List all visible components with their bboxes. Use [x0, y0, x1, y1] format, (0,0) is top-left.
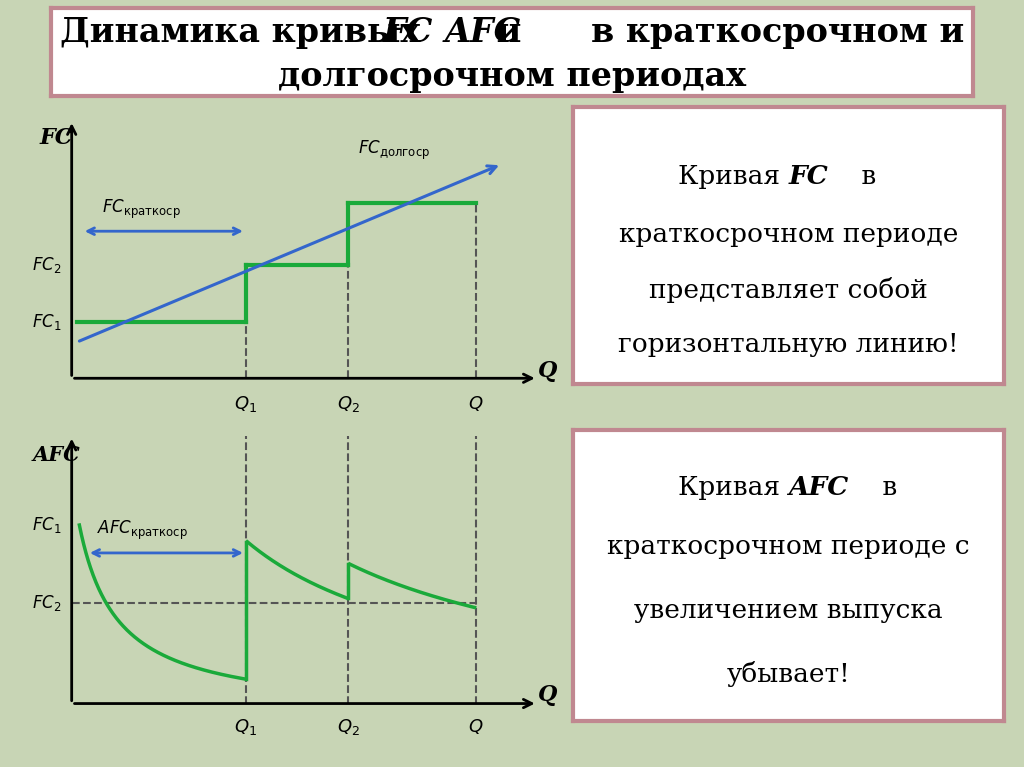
- Text: краткосрочном периоде: краткосрочном периоде: [618, 222, 958, 247]
- Text: FC: FC: [383, 16, 433, 49]
- Text: FC: FC: [788, 164, 828, 189]
- Text: $FC_{\rm долгоср}$: $FC_{\rm долгоср}$: [358, 138, 430, 162]
- Text: $Q_2$: $Q_2$: [337, 393, 359, 413]
- Text: $FC_1$: $FC_1$: [32, 311, 61, 331]
- Text: AFC: AFC: [33, 446, 80, 466]
- Text: $Q_1$: $Q_1$: [234, 393, 257, 413]
- Text: убывает!: убывает!: [727, 661, 850, 687]
- Text: горизонтальную линию!: горизонтальную линию!: [618, 332, 958, 357]
- Text: AFC: AFC: [444, 16, 520, 49]
- Text: в: в: [874, 476, 898, 500]
- Text: $Q_1$: $Q_1$: [234, 717, 257, 738]
- Text: Кривая: Кривая: [678, 164, 788, 189]
- Text: AFC: AFC: [788, 476, 849, 500]
- Text: увеличением выпуска: увеличением выпуска: [634, 597, 943, 623]
- Text: $FC_2$: $FC_2$: [32, 255, 61, 275]
- Text: долгосрочном периодах: долгосрочном периодах: [278, 60, 746, 93]
- Text: $AFC_{\rm краткоср}$: $AFC_{\rm краткоср}$: [97, 518, 188, 542]
- Text: $Q$: $Q$: [468, 717, 484, 736]
- Text: представляет собой: представляет собой: [649, 277, 928, 303]
- Text: в: в: [853, 164, 877, 189]
- Text: $FC_{\rm краткоср}$: $FC_{\rm краткоср}$: [102, 198, 181, 221]
- Text: Динамика кривых          и         в краткосрочном и: Динамика кривых и в краткосрочном и: [59, 16, 965, 49]
- Text: Кривая: Кривая: [678, 476, 788, 500]
- Text: $Q$: $Q$: [468, 393, 484, 413]
- Text: Q: Q: [539, 360, 557, 381]
- Text: краткосрочном периоде с: краткосрочном периоде с: [607, 534, 970, 558]
- Text: $Q_2$: $Q_2$: [337, 717, 359, 738]
- Text: $FC_2$: $FC_2$: [32, 593, 61, 613]
- Text: Q: Q: [539, 684, 557, 706]
- Text: FC: FC: [40, 127, 73, 150]
- Text: $FC_1$: $FC_1$: [32, 515, 61, 535]
